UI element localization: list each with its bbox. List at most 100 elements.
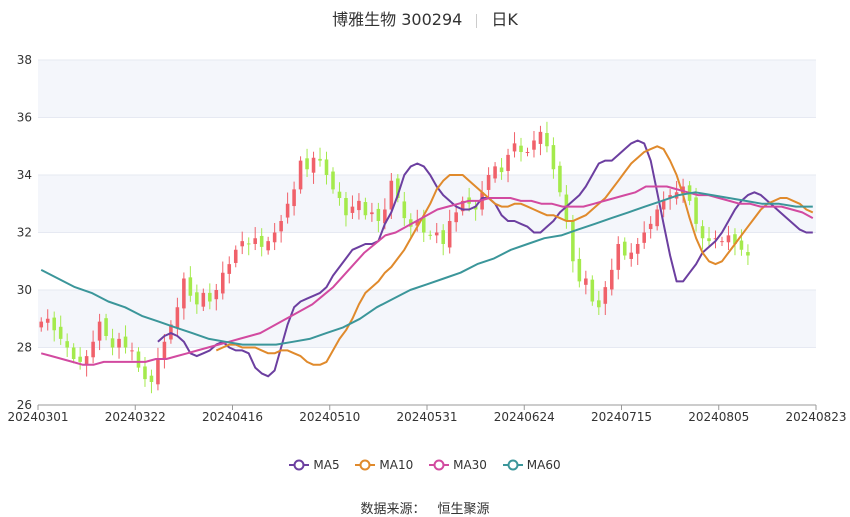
y-tick-label: 36	[17, 111, 32, 125]
candle-body	[45, 318, 50, 323]
candle-body	[609, 269, 614, 290]
candle-body	[597, 300, 601, 308]
candle-body	[65, 341, 69, 348]
legend-label-ma30: MA30	[453, 458, 487, 472]
candle-body	[661, 200, 666, 210]
legend-item-ma10[interactable]: MA10	[355, 458, 413, 472]
series-line-ma5	[157, 139, 813, 378]
candle-body	[668, 195, 672, 199]
x-tick-label: 20240823	[785, 410, 846, 424]
candle-body	[363, 202, 368, 216]
candle-body	[253, 238, 257, 244]
legend-item-ma5[interactable]: MA5	[289, 458, 340, 472]
candle-body	[71, 347, 76, 359]
candle-body	[486, 175, 491, 190]
candle-body	[162, 341, 167, 359]
candle-body	[655, 209, 659, 227]
candle-body	[370, 212, 374, 215]
candle-body	[402, 201, 407, 219]
candle-body	[571, 221, 575, 262]
candle-body	[396, 178, 400, 198]
candle-body	[454, 212, 458, 223]
candle-body	[136, 351, 141, 368]
candle-body	[240, 241, 245, 247]
source-label: 数据来源：	[360, 502, 426, 517]
legend-item-ma60[interactable]: MA60	[502, 458, 561, 472]
title-separator	[476, 13, 478, 28]
candle-body	[175, 307, 180, 328]
candle-body	[700, 226, 705, 239]
candle-body	[110, 338, 115, 348]
chart-title-bar: 博雅生物 300294 日K	[0, 6, 850, 30]
candle-body	[220, 272, 225, 294]
legend-label-ma60: MA60	[526, 458, 561, 472]
candle-body	[52, 317, 56, 331]
candle-body	[551, 145, 556, 170]
chart-title: 博雅生物 300294	[332, 10, 463, 29]
x-tick-label: 20240624	[494, 410, 555, 424]
series-line-ma30	[40, 185, 814, 366]
candle-body	[622, 241, 627, 256]
legend-label-ma5: MA5	[313, 458, 340, 472]
candle-body	[558, 165, 562, 193]
candle-body	[344, 198, 348, 216]
candle-body	[337, 191, 342, 198]
candle-body	[195, 292, 199, 305]
candle-body	[311, 157, 316, 173]
candle-body	[39, 321, 44, 328]
candle-body	[84, 356, 89, 366]
x-tick-label: 20240531	[396, 410, 457, 424]
chart-legend: MA5 MA10 MA30 MA60	[0, 458, 850, 474]
x-tick-label: 20240510	[299, 410, 360, 424]
candle-body	[117, 338, 121, 348]
y-tick-label: 26	[17, 398, 32, 412]
candle-body	[538, 131, 543, 144]
candle-body	[324, 159, 329, 175]
candle-body	[434, 232, 439, 236]
candle-body	[149, 375, 154, 382]
candle-body	[421, 217, 426, 233]
candle-body	[603, 287, 608, 304]
candlestick-chart: 26 28 30 32 34 36 38 20240301 20240322 20240416 20…	[7, 53, 846, 424]
candle-body	[545, 133, 549, 147]
x-tick-label: 20240805	[688, 410, 749, 424]
candle-body	[642, 232, 646, 243]
series-line-ma60	[40, 191, 813, 346]
y-tick-label: 34	[17, 168, 32, 182]
candle-body	[512, 143, 517, 152]
candle-body	[629, 252, 634, 259]
candle-body	[525, 152, 530, 153]
candle-body	[726, 235, 731, 243]
candle-body	[460, 200, 465, 212]
candle-body	[383, 209, 387, 224]
source-name: 恒生聚源	[437, 502, 490, 517]
candle-body	[104, 318, 108, 336]
candle-body	[739, 240, 744, 250]
candle-body	[694, 197, 698, 224]
y-tick-label: 38	[17, 53, 32, 67]
grid-band	[38, 175, 816, 233]
candle-body	[305, 158, 309, 170]
candle-body	[279, 221, 283, 232]
x-tick-label: 20240301	[7, 410, 68, 424]
candle-body	[143, 366, 147, 380]
candle-body	[298, 160, 303, 190]
candle-body	[266, 241, 270, 251]
y-tick-label: 30	[17, 283, 32, 297]
candle-body	[214, 290, 219, 300]
x-tick-label: 20240322	[105, 410, 166, 424]
candle-body	[447, 221, 452, 248]
legend-item-ma30[interactable]: MA30	[429, 458, 487, 472]
series-line-ma10	[215, 145, 814, 366]
candle-body	[318, 158, 322, 161]
grid-band	[38, 290, 816, 348]
candle-body	[409, 219, 413, 227]
data-source: 数据来源： 恒生聚源	[0, 498, 850, 517]
candle-body	[130, 350, 134, 352]
candle-body	[292, 189, 296, 207]
period-label: 日K	[491, 10, 518, 29]
candle-body	[733, 234, 737, 244]
candle-body	[707, 238, 711, 242]
x-tick-label: 20240715	[591, 410, 652, 424]
candle-body	[169, 324, 173, 340]
